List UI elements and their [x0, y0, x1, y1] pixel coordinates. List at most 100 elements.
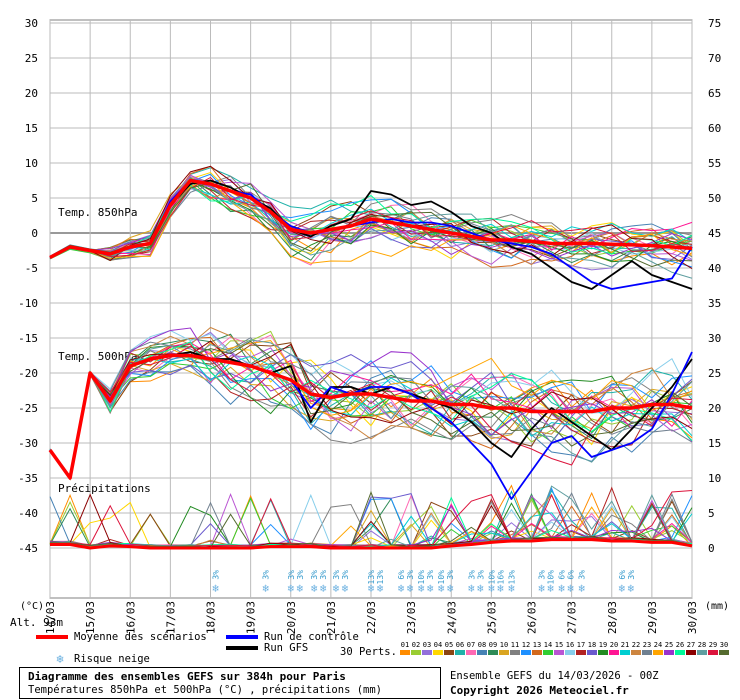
pert-color-swatch	[587, 650, 597, 655]
snowflake-icon: ❄	[438, 582, 445, 595]
snowflake-icon: ❄	[627, 582, 634, 595]
pert-color-swatch	[543, 650, 553, 655]
left-tick-label: 30	[25, 17, 38, 30]
pert-color-swatch	[708, 650, 718, 655]
pert-color-swatch	[697, 650, 707, 655]
date-tick-label: 14/03	[44, 601, 57, 634]
pert-number: 01	[401, 641, 409, 649]
pert-number: 20	[610, 641, 618, 649]
mean-850-line	[49, 178, 693, 260]
snow-risk-pct: 6%	[618, 570, 627, 580]
pert-color-swatch	[565, 650, 575, 655]
right-tick-label: 25	[708, 367, 721, 380]
legend-control-label: Run de contrôle	[264, 631, 359, 643]
pert-850-line	[49, 176, 693, 259]
date-tick-label: 30/03	[686, 601, 699, 634]
left-tick-label: -30	[18, 437, 38, 450]
left-tick-label: -35	[18, 472, 38, 485]
date-tick-label: 28/03	[606, 601, 619, 634]
pert-number: 09	[489, 641, 497, 649]
pert-number: 04	[434, 641, 442, 649]
pert-500-line	[49, 362, 693, 479]
right-tick-label: 35	[708, 297, 721, 310]
right-tick-label: 55	[708, 157, 721, 170]
snowflake-icon: ❄	[447, 582, 454, 595]
pert-number: 19	[599, 641, 607, 649]
pert-500-line	[49, 327, 693, 479]
left-tick-label: -5	[25, 262, 38, 275]
snow-risk-pct: 3%	[406, 570, 415, 580]
chart-subtitle: Températures 850hPa et 500hPa (°C) , pré…	[28, 684, 383, 696]
snowflake-icon: ❄	[427, 582, 434, 595]
snowflake-icon: ❄	[578, 582, 585, 595]
pert-number: 05	[445, 641, 453, 649]
pert-500-line	[49, 331, 693, 480]
title-box: Diagramme des ensembles GEFS sur 384h po…	[19, 667, 441, 699]
pert-number: 30	[720, 641, 728, 649]
panel-label-850: Temp. 850hPa	[58, 206, 137, 219]
right-tick-label: 50	[708, 192, 721, 205]
snow-risk-pct: 16%	[496, 570, 505, 585]
snowflake-icon: ❄	[368, 582, 375, 595]
pert-color-swatch	[653, 650, 663, 655]
date-tick-label: 21/03	[325, 601, 338, 634]
snow-risk-pct: 3%	[296, 570, 305, 580]
pert-number: 25	[665, 641, 673, 649]
snow-risk-pct: 10%	[437, 570, 446, 585]
run-label: Ensemble GEFS du 14/03/2026 - 00Z	[450, 670, 659, 682]
left-tick-label: 15	[25, 122, 38, 135]
mean-precip-line	[50, 538, 693, 550]
pert-color-swatch	[444, 650, 454, 655]
pert-500-line	[49, 341, 693, 480]
snowflake-icon: ❄	[567, 582, 574, 595]
snowflake-icon: ❄	[508, 582, 515, 595]
snow-risk-pct: 13%	[507, 570, 516, 585]
pert-number: 08	[478, 641, 486, 649]
date-tick-label: 17/03	[164, 601, 177, 634]
copyright: Copyright 2026 Meteociel.fr	[450, 684, 629, 697]
pert-color-swatch	[433, 650, 443, 655]
pert-color-swatch	[675, 650, 685, 655]
pert-color-swatch	[521, 650, 531, 655]
right-tick-label: 0	[708, 542, 715, 555]
pert-number: 27	[687, 641, 695, 649]
snow-risk-pct: 3%	[467, 570, 476, 580]
pert-color-swatch	[554, 650, 564, 655]
pert-850-line	[49, 165, 693, 270]
snow-risk-pct: 6%	[397, 570, 406, 580]
pert-number: 03	[423, 641, 431, 649]
snowflake-icon: ❄	[333, 582, 340, 595]
date-tick-label: 20/03	[285, 601, 298, 634]
pert-number: 13	[533, 641, 541, 649]
date-tick-label: 26/03	[526, 601, 539, 634]
left-tick-label: 25	[25, 52, 38, 65]
date-tick-label: 23/03	[405, 601, 418, 634]
pert-color-swatch	[620, 650, 630, 655]
snow-risk-pct: 3%	[332, 570, 341, 580]
pert-number: 26	[676, 641, 684, 649]
snowflake-icon: ❄	[311, 582, 318, 595]
pert-number: 24	[654, 641, 662, 649]
snowflake-icon: ❄	[398, 582, 405, 595]
pert-color-swatch	[466, 650, 476, 655]
snow-risk-pct: 3%	[476, 570, 485, 580]
pert-color-swatch	[576, 650, 586, 655]
pert-number: 11	[511, 641, 519, 649]
snow-risk-pct: 3%	[341, 570, 350, 580]
snowflake-icon: ❄	[618, 582, 625, 595]
left-unit-label: (°C)	[20, 601, 44, 612]
snowflake-icon: ❄	[488, 582, 495, 595]
date-tick-label: 24/03	[445, 601, 458, 634]
pert-number: 07	[467, 641, 475, 649]
left-tick-label: 0	[31, 227, 38, 240]
snowflake-icon: ❄	[212, 582, 219, 595]
right-tick-label: 70	[708, 52, 721, 65]
panel-label-precip: Précipitations	[58, 482, 151, 495]
snowflake-icon: ❄	[287, 582, 294, 595]
date-tick-label: 19/03	[245, 601, 258, 634]
snowflake-icon: ❄	[262, 582, 269, 595]
snowflake-icon: ❄	[342, 582, 349, 595]
snow-risk-pct: 10%	[417, 570, 426, 585]
pert-color-swatch	[499, 650, 509, 655]
